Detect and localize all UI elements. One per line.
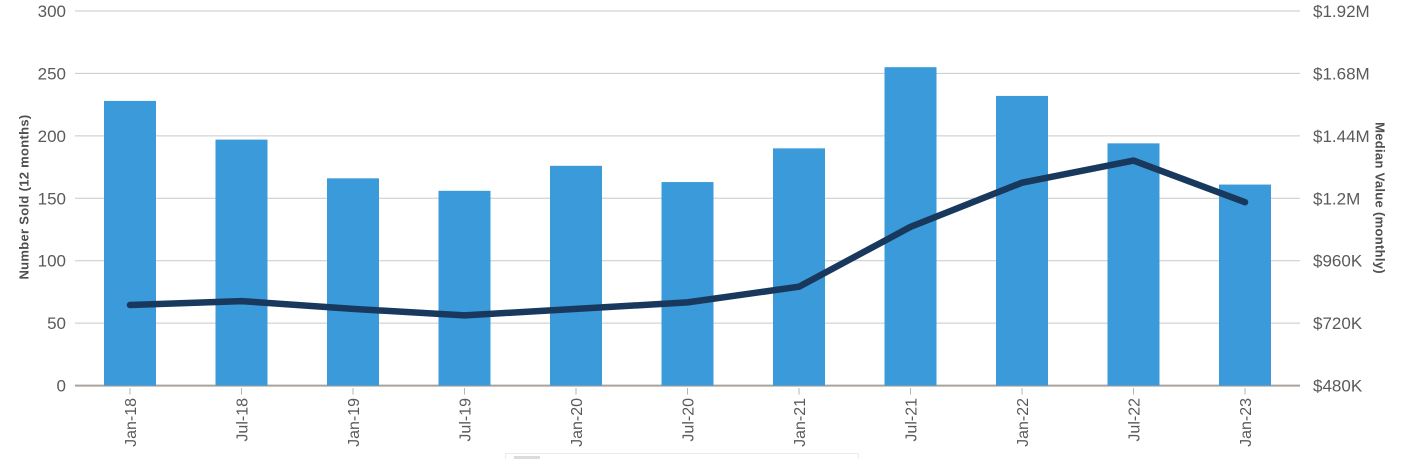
x-axis-label-jul-21: Jul-21 (904, 398, 921, 442)
right-axis-title: Median Value (monthly) (1372, 122, 1388, 274)
bar-jan-19[interactable] (327, 178, 379, 386)
x-axis-label-jan-23: Jan-23 (1238, 398, 1255, 447)
left-axis-tick-label: 200 (38, 127, 66, 146)
bar-jul-19[interactable] (438, 190, 491, 386)
left-axis-tick-label: 250 (38, 64, 66, 83)
right-axis-tick-label: $1.92M (1313, 2, 1370, 21)
left-axis-tick-label: 300 (38, 2, 66, 21)
left-axis-tick-label: 0 (57, 377, 66, 396)
right-axis-tick-label: $960K (1313, 252, 1363, 271)
right-axis-tick-label: $1.44M (1313, 127, 1370, 146)
bar-jan-18[interactable] (104, 100, 156, 386)
bar-jan-21[interactable] (773, 148, 825, 386)
right-axis-tick-label: $480K (1313, 377, 1363, 396)
x-axis-label-jul-19: Jul-19 (458, 398, 475, 442)
left-axis-title: Number Sold (12 months) (16, 114, 32, 280)
x-axis-label-jan-18: Jan-18 (123, 398, 140, 447)
right-axis-tick-label: $720K (1313, 314, 1363, 333)
x-axis-label-jul-22: Jul-22 (1127, 398, 1144, 442)
bar-jul-20[interactable] (661, 182, 714, 386)
x-axis-label-jan-20: Jan-20 (569, 398, 586, 447)
right-axis-tick-label: $1.2M (1313, 189, 1360, 208)
median-value-line[interactable] (126, 157, 1249, 319)
x-axis-label-jan-22: Jan-22 (1015, 398, 1032, 447)
bar-jul-22[interactable] (1107, 143, 1160, 386)
bar-jan-20[interactable] (550, 165, 602, 386)
x-axis-label-jul-18: Jul-18 (235, 398, 252, 442)
right-axis-tick-label: $1.68M (1313, 64, 1370, 83)
bar-jul-18[interactable] (215, 139, 268, 386)
x-axis-label-jul-20: Jul-20 (681, 398, 698, 442)
legend-box-cutoff (505, 453, 859, 459)
x-axis-label-jan-19: Jan-19 (346, 398, 363, 447)
bar-jan-22[interactable] (996, 95, 1048, 386)
left-axis-tick-label: 100 (38, 252, 66, 271)
bar-jan-23[interactable] (1219, 184, 1271, 386)
left-axis-tick-label: 50 (47, 314, 66, 333)
left-axis-tick-label: 150 (38, 189, 66, 208)
x-axis-label-jan-21: Jan-21 (792, 398, 809, 447)
legend-swatch-partial (514, 456, 540, 459)
